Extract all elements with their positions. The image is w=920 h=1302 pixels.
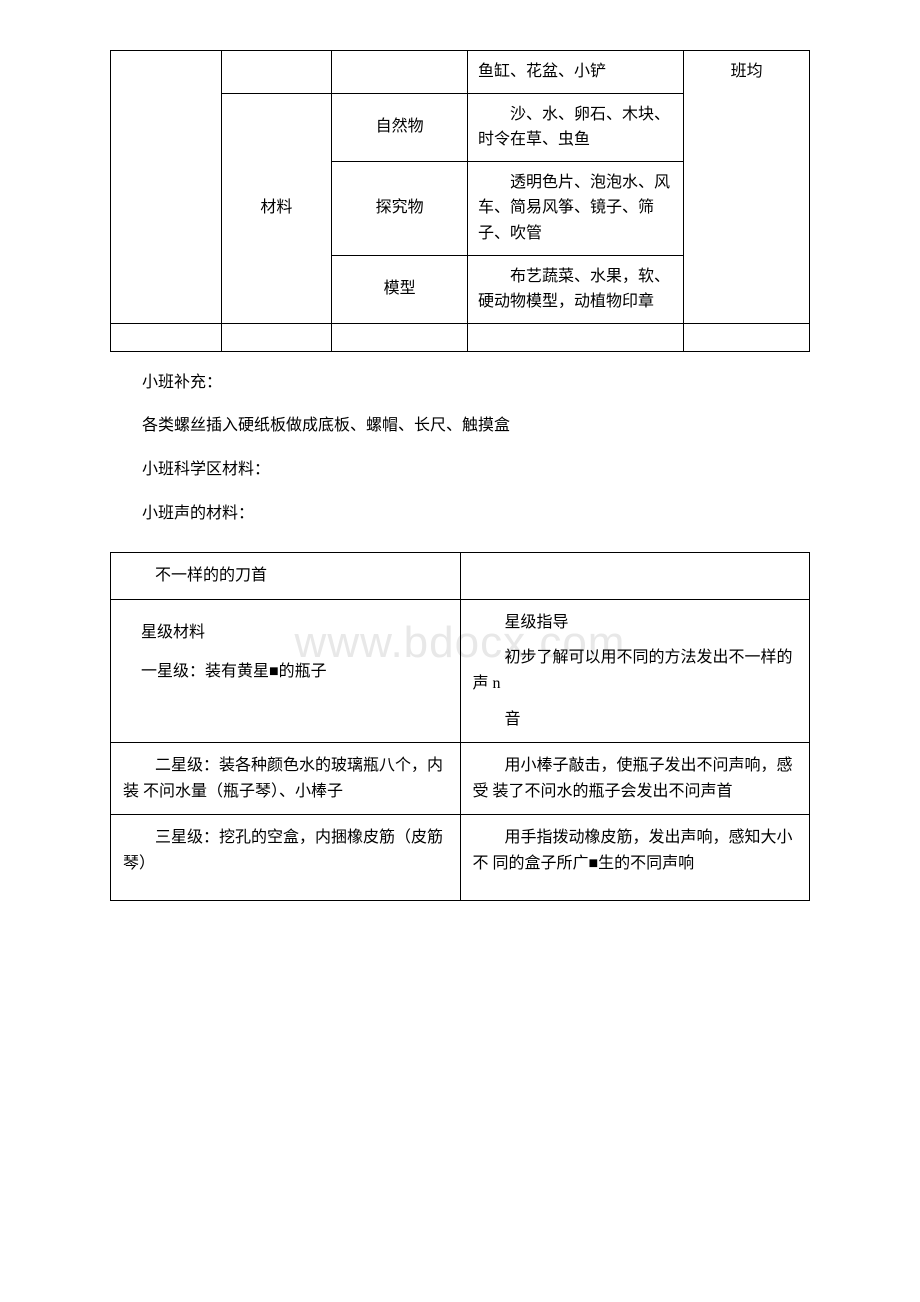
- table-row-empty: [111, 323, 810, 351]
- cell-content: 鱼缸、花盆、小铲: [468, 51, 684, 94]
- table-row: 三星级：挖孔的空盒，内捆橡皮筋（皮筋琴） 用手指拨动橡皮筋，发出声响，感知大小不…: [111, 815, 810, 901]
- cell-two-star: 二星级：装各种颜色水的玻璃瓶八个，内装 不问水量（瓶子琴）、小棒子: [111, 743, 461, 815]
- line: 星级材料: [141, 620, 448, 646]
- table-row: 鱼缸、花盆、小铲 班均: [111, 51, 810, 94]
- cell-empty: [221, 323, 332, 351]
- paragraph: 各类螺丝插入硬纸板做成底板、螺帽、长尺、触摸盒: [142, 413, 810, 439]
- cell-two-star-guide: 用小棒子敲击，使瓶子发出不问声响，感受 装了不问水的瓶子会发出不问声首: [460, 743, 810, 815]
- cell-class-avg: 班均: [684, 51, 810, 324]
- cell-category: 探究物: [332, 161, 468, 255]
- table-row: 二星级：装各种颜色水的玻璃瓶八个，内装 不问水量（瓶子琴）、小棒子 用小棒子敲击…: [111, 743, 810, 815]
- cell-category: 模型: [332, 255, 468, 323]
- table-row: 不一样的的刀首: [111, 553, 810, 600]
- text-paragraphs: 小班补充： 各类螺丝插入硬纸板做成底板、螺帽、长尺、触摸盒 小班科学区材料： 小…: [142, 370, 810, 526]
- cell-description: 透明色片、泡泡水、风车、简易风筝、镜子、筛子、吹管: [468, 161, 684, 255]
- materials-table: 鱼缸、花盆、小铲 班均 材料 自然物 沙、水、卵石、木块、时令在草、虫鱼 探究物…: [110, 50, 810, 352]
- cell-star-material: 星级材料 一星级：装有黄星■的瓶子: [111, 599, 461, 742]
- table-row: 星级材料 一星级：装有黄星■的瓶子 星级指导 初步了解可以用不同的方法发出不一样…: [111, 599, 810, 742]
- line: 音: [473, 707, 798, 733]
- paragraph: 小班声的材料：: [142, 501, 810, 527]
- cell-material-label: 材料: [221, 93, 332, 323]
- line: 初步了解可以用不同的方法发出不一样的声 n: [473, 645, 798, 696]
- cell-empty: [468, 323, 684, 351]
- cell-empty: [111, 323, 222, 351]
- cell-empty: [332, 323, 468, 351]
- paragraph: 小班科学区材料：: [142, 457, 810, 483]
- cell-empty: [111, 51, 222, 324]
- star-materials-table: 不一样的的刀首 星级材料 一星级：装有黄星■的瓶子 星级指导 初步了解可以用不同…: [110, 552, 810, 901]
- cell-empty: [332, 51, 468, 94]
- cell-empty: [460, 553, 810, 600]
- cell-description: 沙、水、卵石、木块、时令在草、虫鱼: [468, 93, 684, 161]
- cell-three-star-guide: 用手指拨动橡皮筋，发出声响，感知大小不 同的盒子所广■生的不同声响: [460, 815, 810, 901]
- line: 星级指导: [473, 610, 798, 636]
- cell-empty: [684, 323, 810, 351]
- cell-three-star: 三星级：挖孔的空盒，内捆橡皮筋（皮筋琴）: [111, 815, 461, 901]
- cell-empty: [221, 51, 332, 94]
- cell-category: 自然物: [332, 93, 468, 161]
- cell-description: 布艺蔬菜、水果，软、硬动物模型，动植物印章: [468, 255, 684, 323]
- cell-title: 不一样的的刀首: [111, 553, 461, 600]
- line: 一星级：装有黄星■的瓶子: [141, 659, 448, 685]
- paragraph: 小班补充：: [142, 370, 810, 396]
- cell-star-guide: 星级指导 初步了解可以用不同的方法发出不一样的声 n 音: [460, 599, 810, 742]
